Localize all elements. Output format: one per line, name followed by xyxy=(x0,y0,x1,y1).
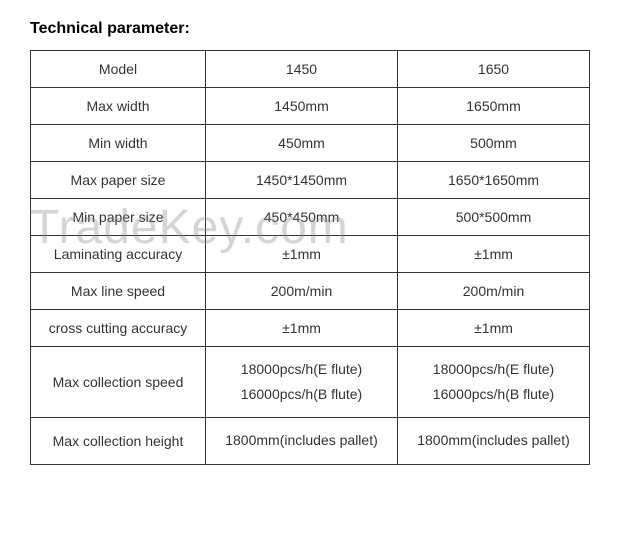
row-value-1: 1450*1450mm xyxy=(206,162,398,199)
spec-table: Model 1450 1650 Max width 1450mm 1650mm … xyxy=(30,50,590,465)
row-value-2: ±1mm xyxy=(398,236,590,273)
row-value-1: 1450mm xyxy=(206,88,398,125)
table-row: Laminating accuracy ±1mm ±1mm xyxy=(31,236,590,273)
row-value-line: 18000pcs/h(E flute) xyxy=(241,361,362,377)
table-row: Max collection speed 18000pcs/h(E flute)… xyxy=(31,347,590,418)
row-value-1: 450*450mm xyxy=(206,199,398,236)
row-value-2: 1650*1650mm xyxy=(398,162,590,199)
row-label: Max collection height xyxy=(31,418,206,464)
row-label: cross cutting accuracy xyxy=(31,310,206,347)
row-value-1: 200m/min xyxy=(206,273,398,310)
row-value-2: 500*500mm xyxy=(398,199,590,236)
row-value-1: 450mm xyxy=(206,125,398,162)
table-row: Max collection height 1800mm(includes pa… xyxy=(31,418,590,464)
row-value-line: 16000pcs/h(B flute) xyxy=(241,386,362,402)
page-title: Technical parameter: xyxy=(30,20,593,38)
row-value-2: 1650 xyxy=(398,51,590,88)
table-row: Model 1450 1650 xyxy=(31,51,590,88)
row-value-2: 18000pcs/h(E flute) 16000pcs/h(B flute) xyxy=(398,347,590,418)
table-row: Min width 450mm 500mm xyxy=(31,125,590,162)
row-value-1: 1800mm(includes pallet) xyxy=(206,418,398,464)
row-label: Max paper size xyxy=(31,162,206,199)
row-label: Min paper size xyxy=(31,199,206,236)
row-value-1: 1450 xyxy=(206,51,398,88)
table-row: Max paper size 1450*1450mm 1650*1650mm xyxy=(31,162,590,199)
row-value-line: 18000pcs/h(E flute) xyxy=(433,361,554,377)
row-label: Laminating accuracy xyxy=(31,236,206,273)
row-value-1: 18000pcs/h(E flute) 16000pcs/h(B flute) xyxy=(206,347,398,418)
table-row: Max width 1450mm 1650mm xyxy=(31,88,590,125)
row-value-2: 200m/min xyxy=(398,273,590,310)
row-label: Model xyxy=(31,51,206,88)
row-label: Min width xyxy=(31,125,206,162)
row-value-1: ±1mm xyxy=(206,236,398,273)
row-value-2: ±1mm xyxy=(398,310,590,347)
row-value-2: 500mm xyxy=(398,125,590,162)
row-value-2: 1800mm(includes pallet) xyxy=(398,418,590,464)
row-label: Max line speed xyxy=(31,273,206,310)
row-label: Max collection speed xyxy=(31,347,206,418)
row-value-line: 16000pcs/h(B flute) xyxy=(433,386,554,402)
table-row: Max line speed 200m/min 200m/min xyxy=(31,273,590,310)
table-row: Min paper size 450*450mm 500*500mm xyxy=(31,199,590,236)
row-label: Max width xyxy=(31,88,206,125)
table-row: cross cutting accuracy ±1mm ±1mm xyxy=(31,310,590,347)
row-value-2: 1650mm xyxy=(398,88,590,125)
row-value-1: ±1mm xyxy=(206,310,398,347)
